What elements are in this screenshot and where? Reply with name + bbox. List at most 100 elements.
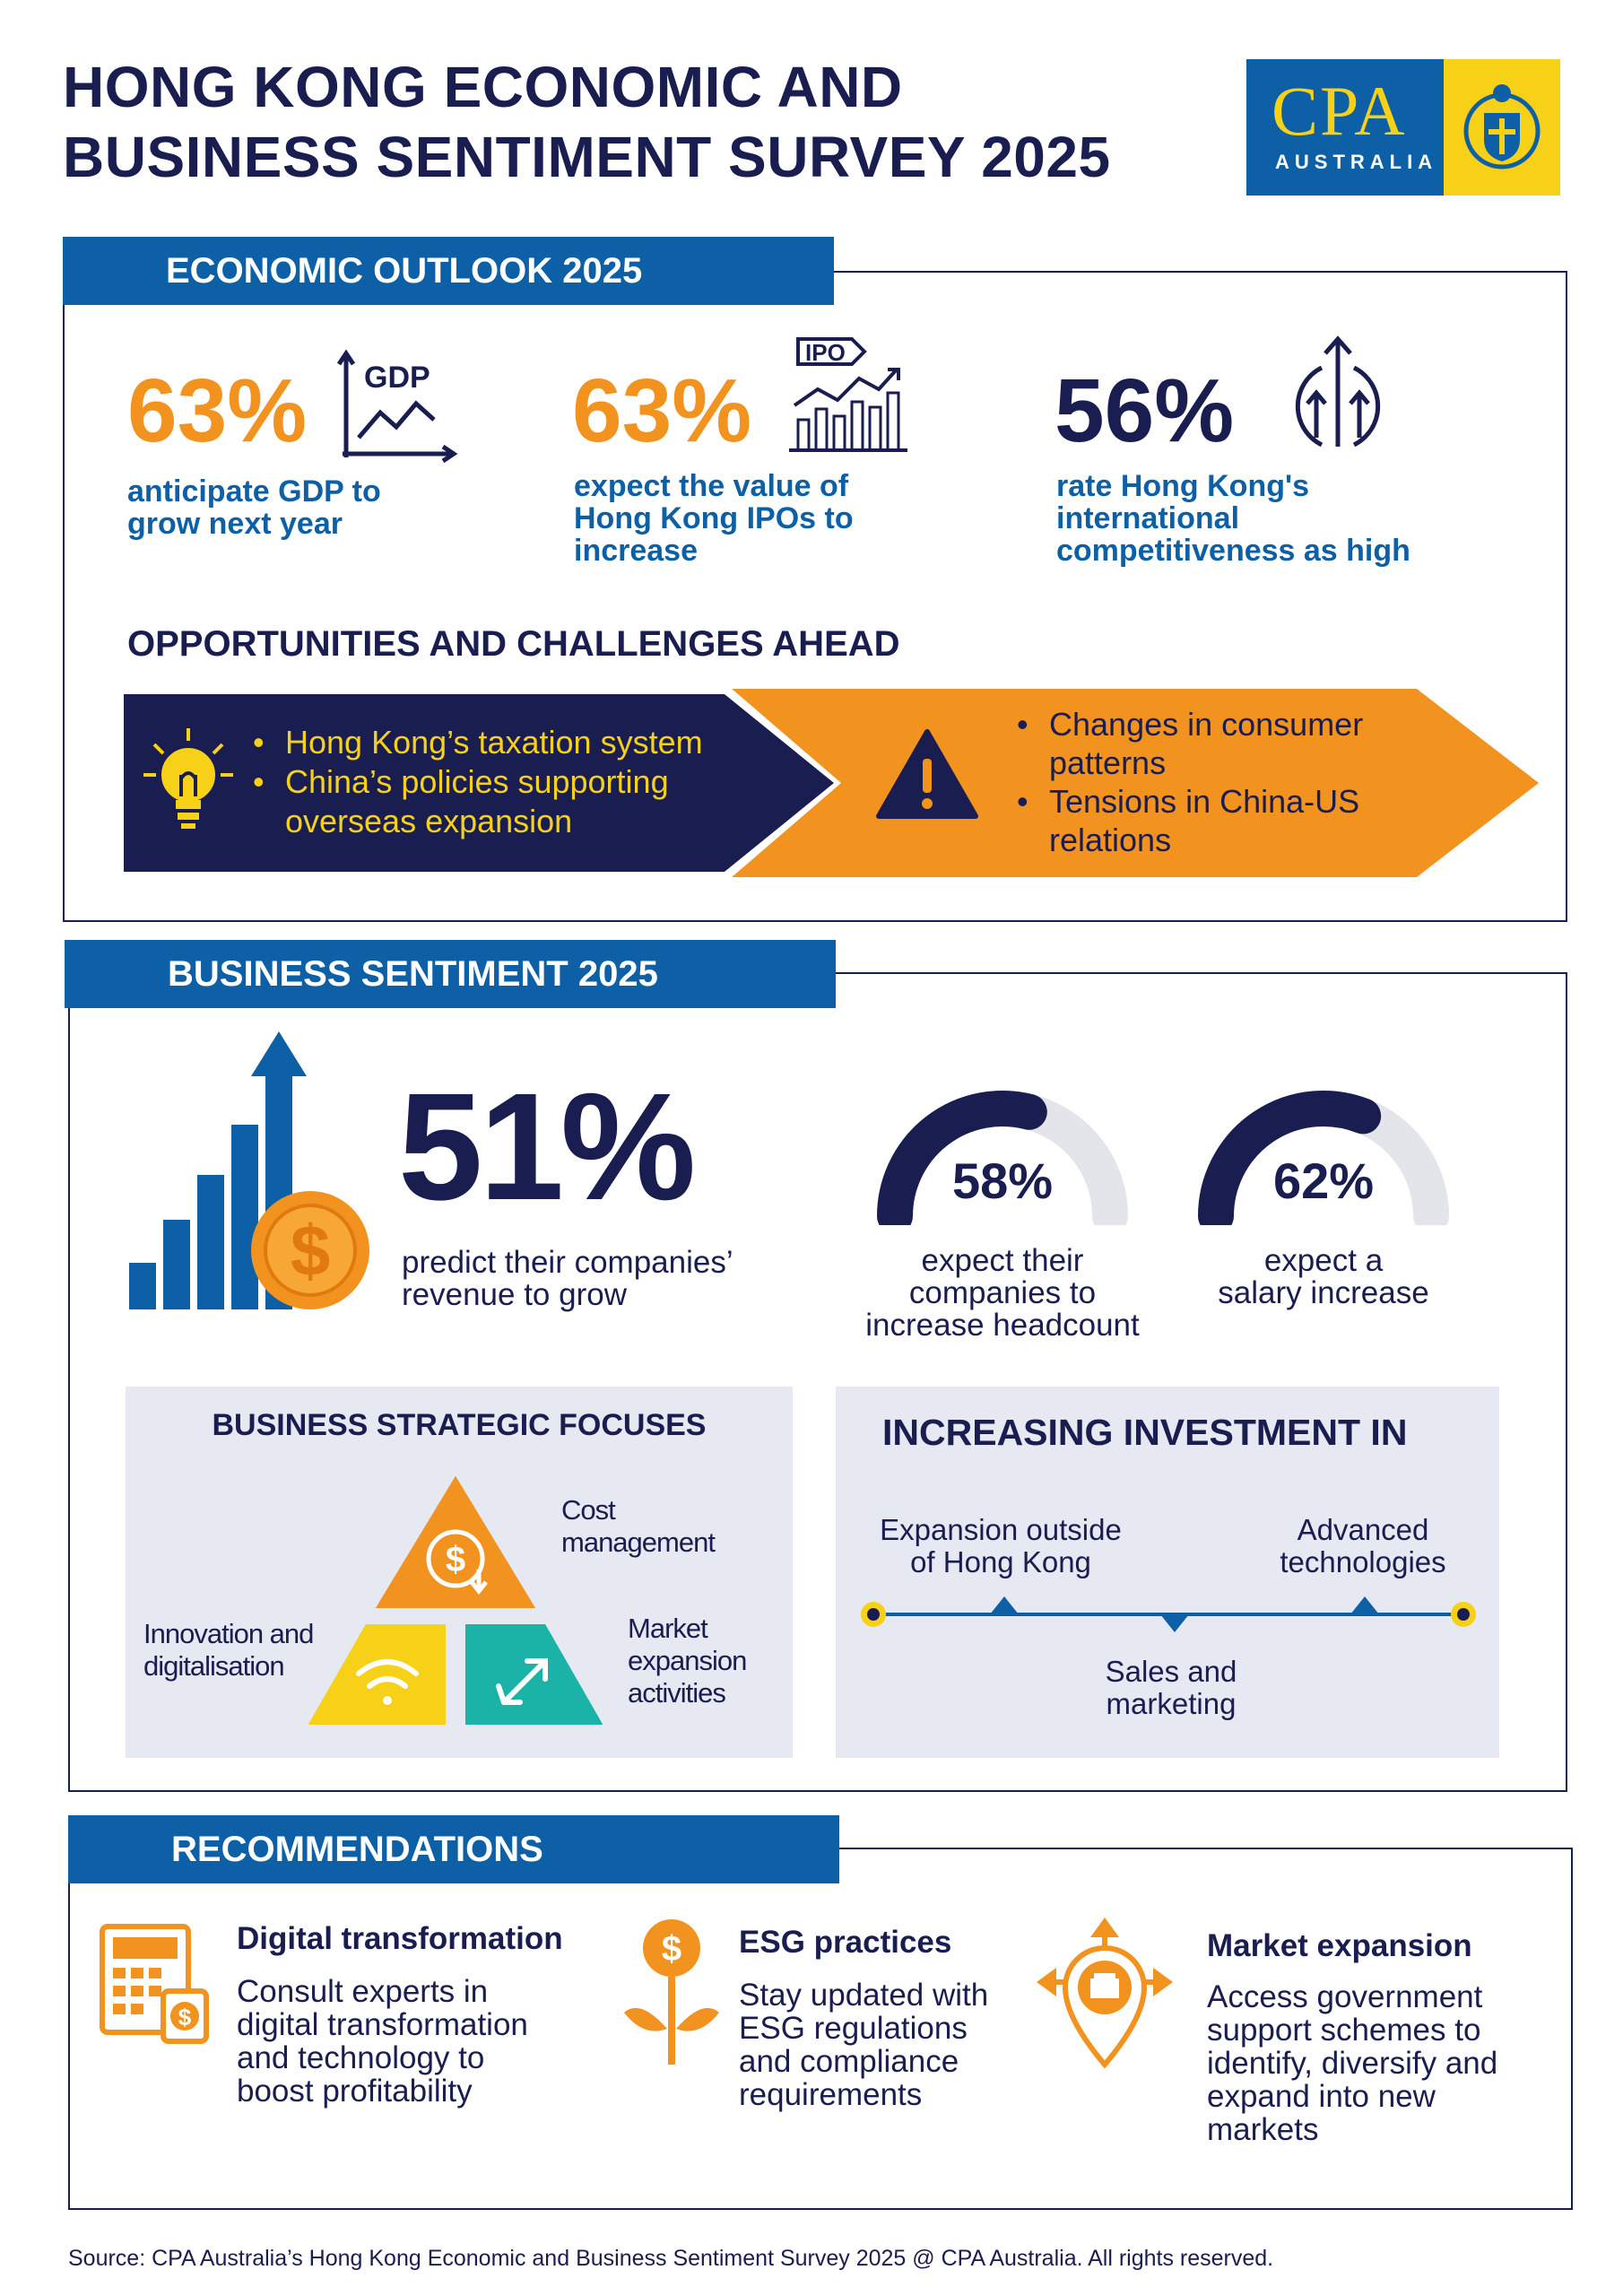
investment-item-line: technologies bbox=[1280, 1545, 1446, 1578]
gdp-icon-label: GDP bbox=[364, 361, 430, 395]
cost-label-line: Cost bbox=[561, 1494, 616, 1526]
increasing-investment-heading: INCREASING INVESTMENT IN bbox=[882, 1412, 1408, 1453]
opportunity-text: overseas expansion bbox=[285, 803, 573, 839]
investment-item-line: marketing bbox=[1106, 1687, 1237, 1720]
economic-outlook-heading: ECONOMIC OUTLOOK 2025 bbox=[63, 237, 834, 305]
investment-item-line: Advanced bbox=[1297, 1513, 1429, 1546]
lightbulb-icon bbox=[143, 728, 233, 829]
strategic-triangle: $ bbox=[296, 1463, 615, 1734]
wifi-icon bbox=[356, 1659, 419, 1705]
stat-ipo-desc-line: increase bbox=[574, 534, 698, 568]
salary-desc-line: salary increase bbox=[1218, 1275, 1429, 1310]
rec-market-desc-line: expand into new bbox=[1207, 2079, 1436, 2114]
stat-competitiveness-value: 56% bbox=[1055, 361, 1235, 461]
ipo-icon-label: IPO bbox=[805, 339, 846, 366]
innovation-label: Innovation and digitalisation bbox=[143, 1618, 314, 1683]
stat-gdp-desc-line: anticipate GDP to bbox=[127, 474, 381, 509]
market-label-line: expansion bbox=[628, 1645, 747, 1676]
cost-label-line: management bbox=[561, 1526, 716, 1558]
rec-market-desc-line: Access government bbox=[1207, 1979, 1483, 2014]
stat-ipo-desc-line: Hong Kong IPOs to bbox=[574, 501, 854, 535]
revenue-value: 51% bbox=[398, 1062, 696, 1232]
challenge-text: Tensions in China-US bbox=[1049, 783, 1360, 820]
stat-gdp-value: 63% bbox=[127, 361, 308, 461]
ipo-chart-icon: IPO bbox=[789, 337, 907, 452]
salary-gauge: 62% bbox=[1198, 1090, 1449, 1225]
rec-digital-desc-line: Consult experts in bbox=[237, 1974, 489, 2009]
opportunity-text: Hong Kong’s taxation system bbox=[285, 724, 703, 761]
strategic-focuses-heading: BUSINESS STRATEGIC FOCUSES bbox=[212, 1408, 707, 1442]
svg-text:$: $ bbox=[291, 1211, 331, 1291]
growth-arrows-icon bbox=[1295, 335, 1381, 448]
rec-digital-desc: Consult experts in digital transformatio… bbox=[237, 1975, 528, 2108]
rec-digital-desc-line: boost profitability bbox=[237, 2074, 473, 2109]
innovation-label-line: Innovation and bbox=[143, 1618, 314, 1649]
stat-ipo-desc: expect the value of Hong Kong IPOs to in… bbox=[574, 470, 854, 567]
stat-competitiveness-desc-line: rate Hong Kong's bbox=[1056, 469, 1309, 503]
cost-management-label: Cost management bbox=[561, 1494, 716, 1559]
challenge-text: relations bbox=[1049, 822, 1172, 858]
challenge-text: Changes in consumer bbox=[1049, 706, 1364, 743]
opportunity-item: Hong Kong’s taxation system bbox=[253, 723, 755, 762]
market-label-line: activities bbox=[628, 1677, 726, 1709]
innovation-label-line: digitalisation bbox=[143, 1650, 285, 1682]
logo-brand: CPA bbox=[1271, 72, 1407, 150]
logo-country: AUSTRALIA bbox=[1275, 151, 1438, 173]
expand-arrows-icon bbox=[496, 1658, 548, 1705]
stat-competitiveness-desc-line: competitiveness as high bbox=[1056, 534, 1410, 568]
rec-digital-desc-line: and technology to bbox=[237, 2040, 485, 2075]
rec-esg-desc-line: and compliance bbox=[739, 2044, 959, 2079]
svg-text:$: $ bbox=[662, 1929, 681, 1969]
rec-market-desc-line: identify, diversify and bbox=[1207, 2046, 1498, 2081]
rec-esg-desc: Stay updated with ESG regulations and co… bbox=[739, 1979, 988, 2111]
increasing-investment-box bbox=[836, 1387, 1499, 1758]
headcount-desc-line: expect their bbox=[921, 1243, 1084, 1278]
headcount-desc-line: companies to bbox=[908, 1275, 1097, 1310]
rec-market-desc-line: support schemes to bbox=[1207, 2013, 1481, 2048]
headcount-desc: expect their companies to increase headc… bbox=[823, 1245, 1182, 1342]
source-note: Source: CPA Australia’s Hong Kong Econom… bbox=[68, 2246, 1274, 2271]
opportunities-heading: OPPORTUNITIES AND CHALLENGES AHEAD bbox=[127, 624, 900, 664]
revenue-growth-chart-icon: $ bbox=[129, 1031, 369, 1309]
investment-item-line: Sales and bbox=[1105, 1655, 1237, 1688]
rec-market-desc-line: markets bbox=[1207, 2112, 1319, 2147]
stat-gdp-desc-line: grow next year bbox=[127, 507, 343, 541]
logo-crest-panel bbox=[1444, 59, 1560, 196]
svg-text:$: $ bbox=[446, 1540, 465, 1579]
stat-ipo-desc-line: expect the value of bbox=[574, 469, 849, 503]
rec-market-title: Market expansion bbox=[1207, 1928, 1472, 1963]
stat-competitiveness-desc: rate Hong Kong's international competiti… bbox=[1056, 470, 1410, 567]
warning-icon bbox=[876, 729, 978, 819]
rec-market-desc: Access government support schemes to ide… bbox=[1207, 1980, 1497, 2146]
rec-esg-desc-line: ESG regulations bbox=[739, 2011, 968, 2046]
money-plant-icon: $ bbox=[624, 1919, 719, 2065]
rec-esg-title: ESG practices bbox=[739, 1925, 952, 1960]
salary-gauge-value: 62% bbox=[1273, 1152, 1374, 1209]
investment-item-sales: Sales and marketing bbox=[1046, 1656, 1297, 1720]
revenue-desc: predict their companies’ revenue to grow bbox=[402, 1247, 733, 1311]
investment-item-expansion: Expansion outside of Hong Kong bbox=[866, 1514, 1135, 1578]
salary-desc-line: expect a bbox=[1263, 1243, 1384, 1278]
market-expansion-label: Market expansion activities bbox=[628, 1613, 747, 1709]
cost-management-icon: $ bbox=[426, 1529, 488, 1596]
rec-digital-desc-line: digital transformation bbox=[237, 2007, 528, 2042]
headcount-gauge-value: 58% bbox=[952, 1152, 1053, 1209]
stat-gdp-desc: anticipate GDP to grow next year bbox=[127, 475, 381, 540]
business-sentiment-heading: BUSINESS SENTIMENT 2025 bbox=[65, 940, 836, 1008]
headcount-gauge-fill bbox=[877, 1091, 1047, 1225]
cpa-australia-logo: CPA AUSTRALIA bbox=[1246, 59, 1560, 196]
investment-item-technologies: Advanced technologies bbox=[1237, 1514, 1488, 1578]
stat-competitiveness-desc-line: international bbox=[1056, 501, 1240, 535]
rec-esg-desc-line: Stay updated with bbox=[739, 1978, 989, 2013]
market-label-line: Market bbox=[628, 1613, 708, 1644]
recommendations-heading: RECOMMENDATIONS bbox=[68, 1815, 839, 1883]
recommendations-panel bbox=[68, 1848, 1573, 2210]
rec-esg-desc-line: requirements bbox=[739, 2077, 923, 2112]
investment-timeline bbox=[861, 1596, 1476, 1632]
salary-desc: expect a salary increase bbox=[1144, 1245, 1503, 1309]
crest-icon bbox=[1463, 84, 1541, 170]
calculator-icon: $ bbox=[100, 1924, 209, 2044]
